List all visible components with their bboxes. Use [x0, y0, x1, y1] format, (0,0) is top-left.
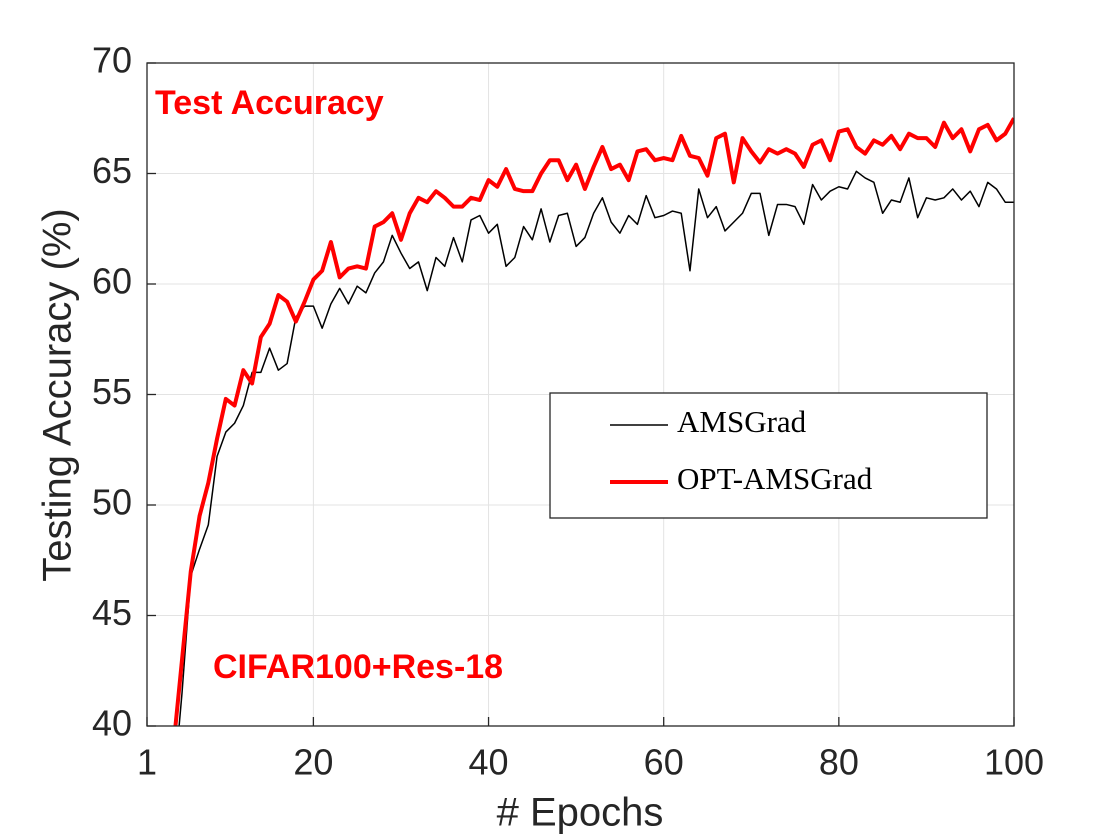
annotation: Test Accuracy [155, 84, 384, 122]
x-tick-label: 20 [293, 742, 333, 783]
y-tick-label: 55 [92, 371, 132, 412]
data-line [178, 170, 1014, 726]
legend-label: AMSGrad [677, 404, 807, 439]
annotation: CIFAR100+Res-18 [213, 648, 503, 686]
x-tick-label: 60 [644, 742, 684, 783]
x-axis-label: # Epochs [497, 791, 664, 835]
y-tick-label: 45 [92, 592, 132, 633]
x-tick-label: 1 [137, 742, 157, 783]
y-tick-label: 50 [92, 482, 132, 523]
y-axis-label: Testing Accuracy (%) [36, 208, 80, 581]
y-tick-label: 60 [92, 261, 132, 302]
x-tick-label: 40 [469, 742, 509, 783]
x-tick-label: 80 [819, 742, 859, 783]
data-line [173, 117, 1014, 726]
y-tick-label: 70 [92, 40, 132, 81]
y-tick-label: 40 [92, 703, 132, 744]
legend-label: OPT-AMSGrad [677, 461, 873, 496]
legend-box [549, 392, 988, 519]
y-tick-label: 65 [92, 150, 132, 191]
x-tick-label: 100 [984, 742, 1044, 783]
